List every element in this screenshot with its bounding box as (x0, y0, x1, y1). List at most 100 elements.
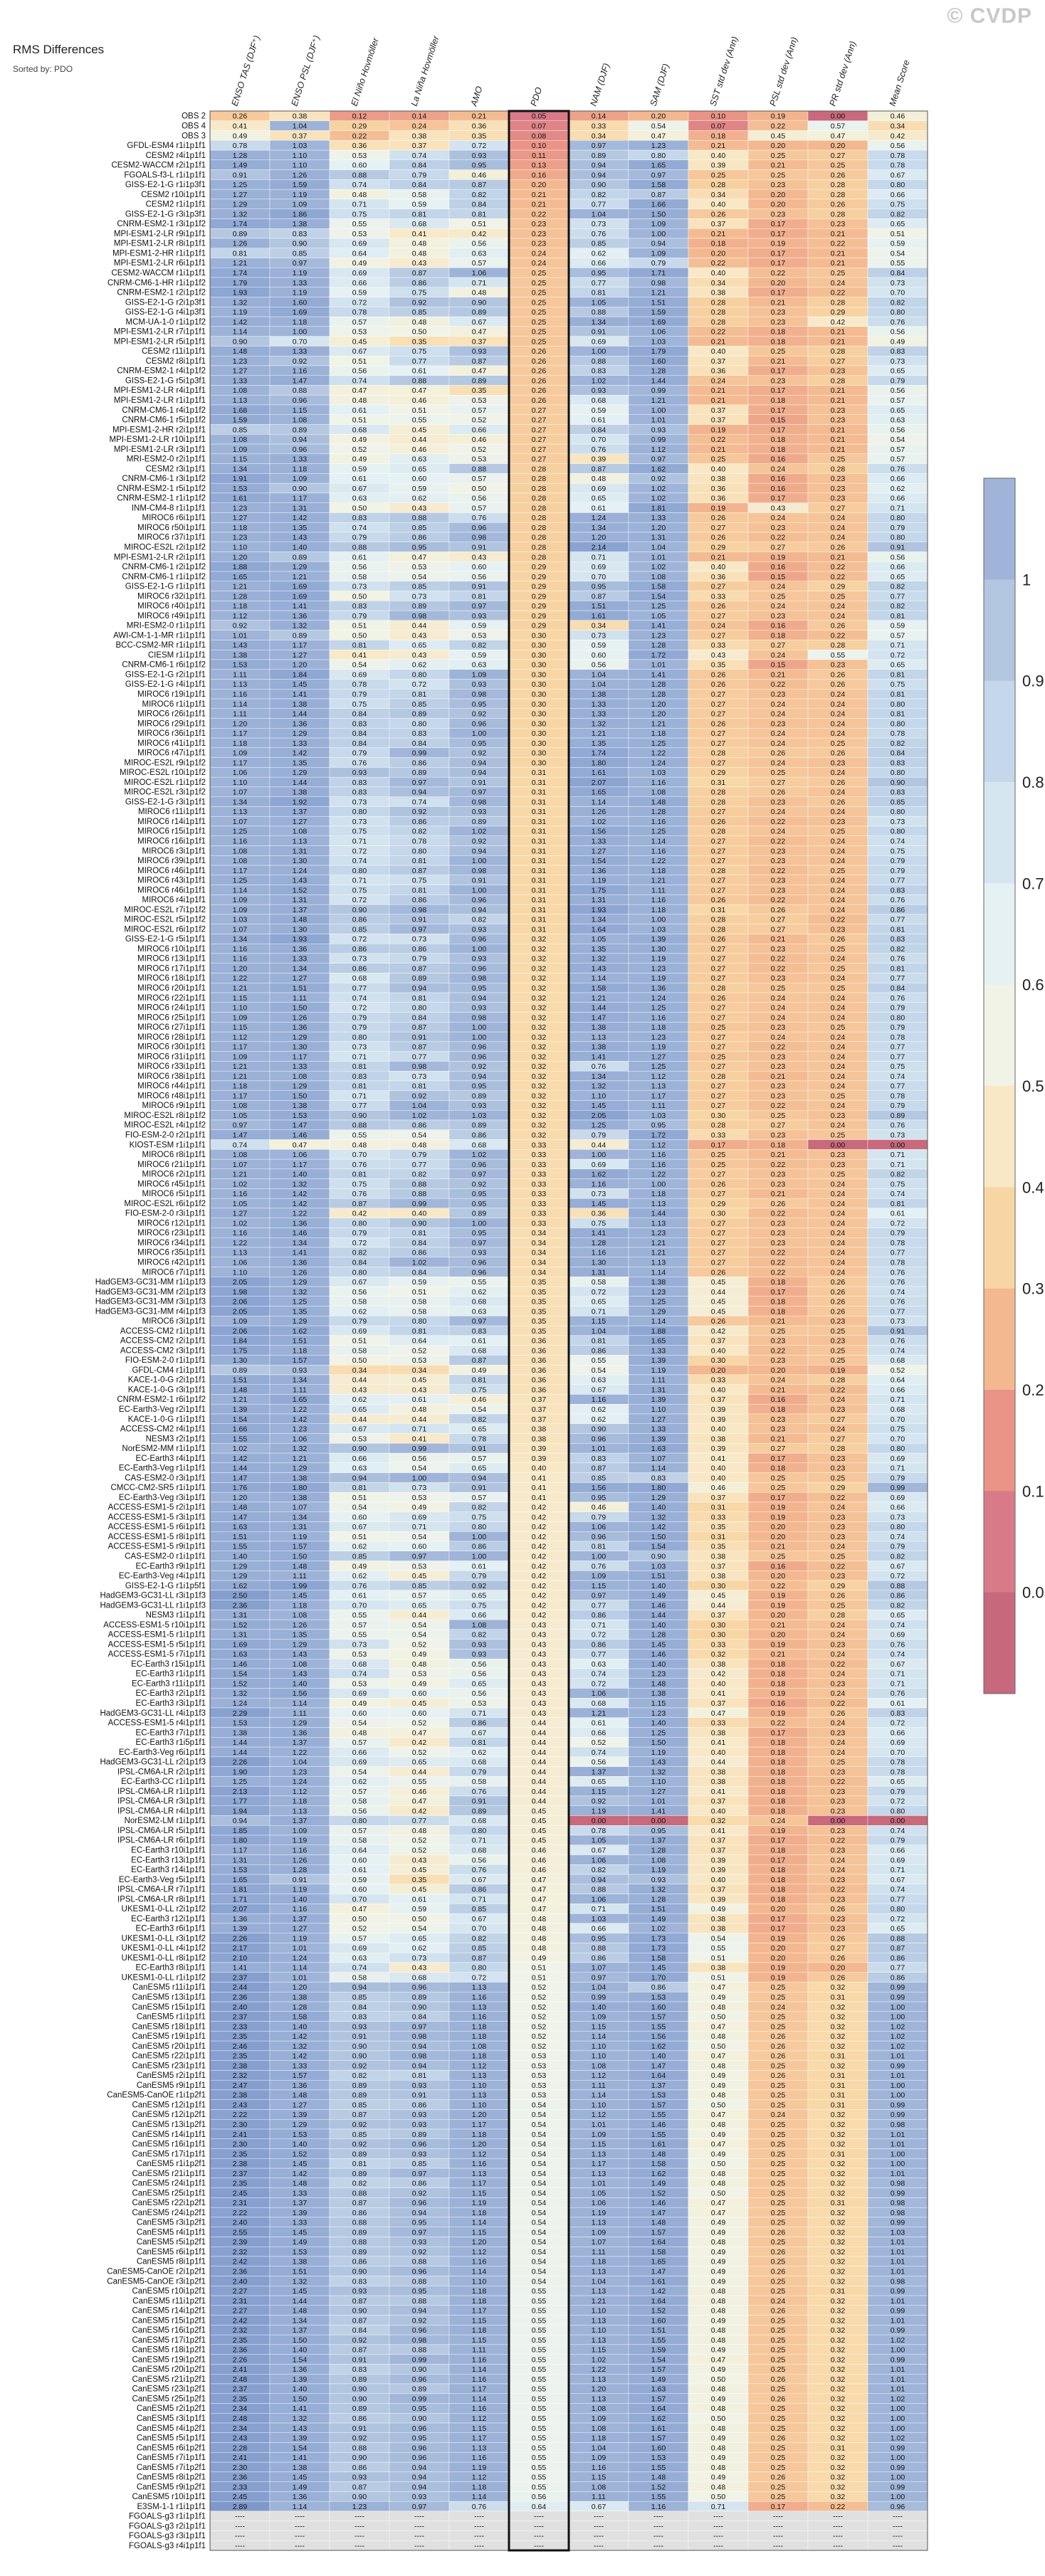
cell-value: 0.22 (831, 1699, 846, 1708)
row-label: CAS-ESM2-0 r3i1p1f1 (125, 1474, 206, 1482)
cell-value: 1.40 (233, 1552, 248, 1561)
row-label: IPSL-CM6A-LR r3i1p1f1 (117, 1798, 206, 1806)
cell-value: 1.32 (233, 210, 248, 218)
cell-value: 1.34 (293, 1376, 308, 1385)
cell-value: 0.82 (472, 641, 487, 650)
cell-value: 0.83 (891, 347, 905, 356)
cell-value: 0.32 (532, 1013, 547, 1022)
cell-value: 0.20 (771, 1572, 786, 1580)
cell-value: 1.41 (651, 1807, 666, 1815)
cell-value: 0.30 (711, 1112, 726, 1120)
cell-value: 0.26 (711, 896, 726, 904)
cell-value: 0.28 (831, 1445, 846, 1453)
cell-value: 0.96 (412, 1983, 427, 1992)
cell-value: 0.26 (711, 1268, 726, 1277)
cell-value: 0.24 (831, 1866, 846, 1874)
cell-value: 0.24 (831, 1004, 846, 1013)
row-label: ACCESS-ESM1-5 r1i1p1f1 (108, 1631, 206, 1640)
cell-value: 0.29 (532, 583, 547, 591)
cell-value: 0.72 (592, 1679, 606, 1688)
cell-value: 1.47 (293, 376, 308, 385)
cell-value: 1.26 (293, 1856, 308, 1864)
cell-value: 0.24 (771, 729, 786, 738)
cell-value: 0.81 (352, 1062, 367, 1071)
cell-value: 0.53 (412, 1356, 427, 1365)
cell-value: 1.31 (233, 1631, 248, 1640)
cell-value: 1.44 (592, 1004, 606, 1013)
cell-value: 0.24 (831, 1210, 846, 1218)
cell-value: 1.03 (651, 769, 666, 777)
cell-value: 0.87 (891, 1944, 905, 1953)
cell-value: 0.31 (831, 1993, 846, 2002)
cell-value: 0.90 (592, 181, 606, 189)
cell-value: 0.37 (711, 220, 726, 228)
cell-value: 0.36 (352, 142, 367, 150)
cell-value: 0.80 (891, 1013, 905, 1022)
cell-value: 0.24 (831, 1052, 846, 1061)
cell-value: 1.93 (233, 289, 248, 297)
row-label: UKESM1-0-LL r1i1p1f2 (122, 1973, 206, 1982)
cell-value: 0.30 (532, 690, 547, 699)
cell-value: 0.27 (711, 1062, 726, 1071)
row-label: UKESM1-0-LL r2i1p1f2 (122, 1905, 206, 1913)
cell-value: 1.00 (651, 916, 666, 924)
cell-value: 0.20 (771, 279, 786, 287)
cell-value: 1.06 (592, 1689, 606, 1698)
row-label: ACCESS-ESM1-5 r10i1p1f1 (103, 1621, 206, 1630)
row-label: MIROC6 r28i1p1f1 (137, 1033, 206, 1042)
cell-value: 0.28 (711, 828, 726, 836)
column-header: Mean Score (888, 58, 912, 107)
cell-value: 1.33 (293, 1062, 308, 1071)
cell-value: 1.63 (233, 1523, 248, 1531)
cell-value: 0.31 (532, 896, 547, 904)
cell-value: 0.94 (352, 1474, 367, 1482)
cell-value: 0.23 (771, 798, 786, 806)
cell-value: 0.90 (233, 337, 248, 346)
row-label: MPI-ESM1-2-LR r6i1p1f1 (114, 259, 206, 268)
cell-value: 0.17 (771, 1837, 786, 1845)
cell-value: 1.20 (233, 1494, 248, 1502)
cell-value: 0.76 (352, 1582, 367, 1590)
cell-value: 0.71 (891, 504, 905, 512)
cell-value: 0.27 (771, 1445, 786, 1453)
cell-value: 0.74 (352, 376, 367, 385)
cell-value: 0.75 (412, 877, 427, 885)
row-label: MPI-ESM1-2-HR r2i1p1f1 (112, 426, 206, 434)
cell-value: 0.89 (472, 1092, 487, 1100)
cell-value: 0.91 (472, 583, 487, 591)
cell-value: 1.27 (233, 191, 248, 199)
row-label: KACE-1-0-G r3i1p1f1 (128, 1385, 206, 1394)
cell-value: 0.63 (352, 495, 367, 503)
cell-value: 0.23 (771, 524, 786, 532)
row-label: GFDL-ESM4 r1i1p1f1 (127, 142, 206, 150)
cell-value: 0.89 (472, 818, 487, 826)
cell-value: 0.24 (831, 710, 846, 719)
cell-value: 0.25 (831, 1092, 846, 1100)
cell-value: 0.48 (352, 1728, 367, 1737)
cell-value: 0.93 (472, 612, 487, 621)
cell-value: 1.38 (293, 1993, 308, 2002)
cell-value: 0.76 (352, 1161, 367, 1169)
cell-value: 0.32 (532, 935, 547, 944)
row-label: HadGEM3-GC31-MM r2i1p1f3 (95, 1288, 206, 1297)
cell-value: 1.49 (233, 162, 248, 170)
cell-value: 0.43 (472, 553, 487, 561)
cell-value: 1.52 (293, 886, 308, 894)
cell-value: 0.59 (352, 465, 367, 473)
cell-value: 0.94 (293, 436, 308, 444)
row-label: NorESM2-MM r1i1p1f1 (122, 1445, 206, 1453)
cell-value: 0.61 (592, 504, 606, 512)
cell-value: 1.52 (233, 1621, 248, 1630)
cell-value: 0.87 (592, 592, 606, 601)
row-label: CESM2 r11i1p1f1 (142, 347, 206, 356)
cell-value: 0.87 (651, 191, 666, 199)
cell-value: 0.47 (711, 2052, 726, 2061)
cell-value: 0.27 (711, 631, 726, 640)
cell-value: 0.81 (891, 710, 905, 719)
cell-value: 0.82 (472, 1934, 487, 1943)
cell-value: 1.32 (293, 1445, 308, 1453)
cell-value: 2.07 (233, 1905, 248, 1913)
cell-value: 0.62 (592, 1415, 606, 1424)
cell-value: 0.25 (771, 1983, 786, 1992)
cell-value: 1.47 (592, 1013, 606, 1022)
